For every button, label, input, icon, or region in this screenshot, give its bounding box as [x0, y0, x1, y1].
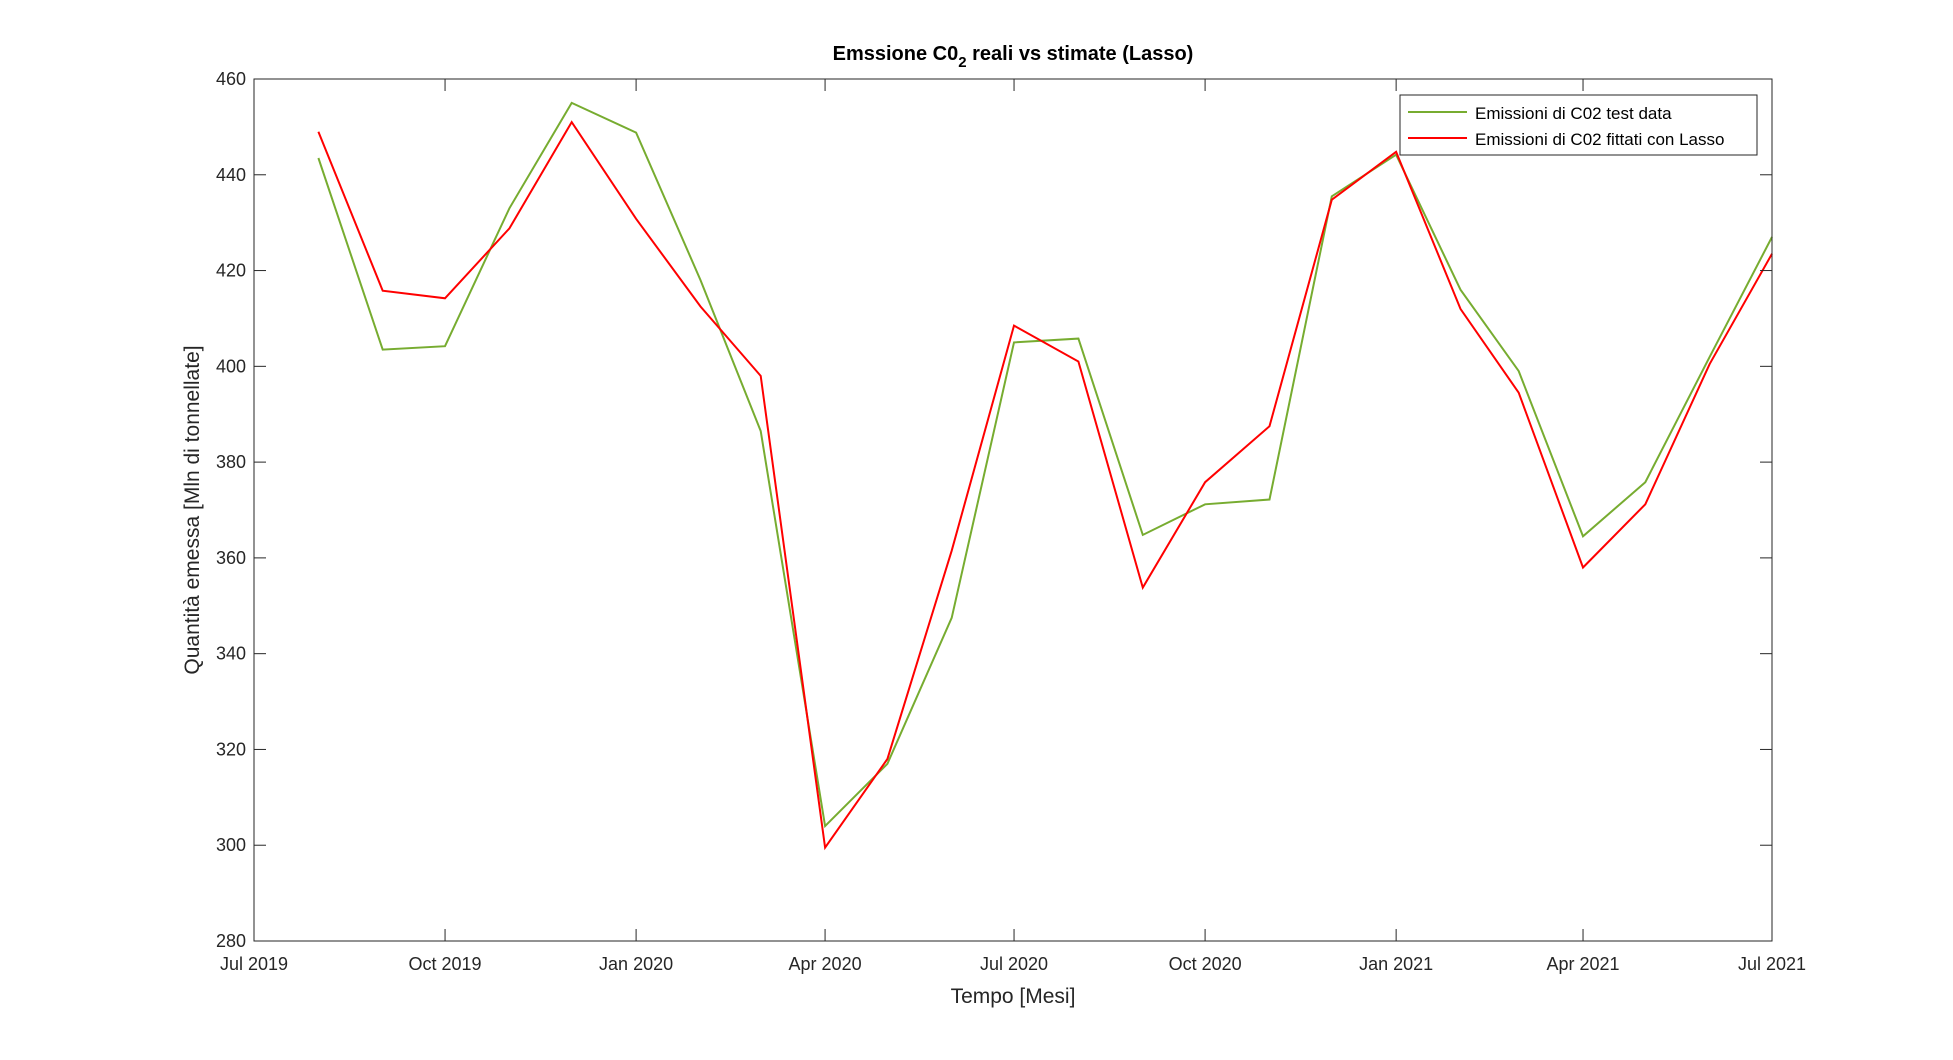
series-layer [317, 101, 1773, 851]
chart-title-rest: reali vs stimate (Lasso) [967, 43, 1194, 65]
x-tick-label: Oct 2020 [1169, 954, 1242, 974]
series-line-lasso [317, 120, 1773, 851]
y-tick-label: 360 [216, 548, 246, 568]
y-tick-label: 420 [216, 261, 246, 281]
x-tick-label: Jan 2020 [599, 954, 673, 974]
y-tick-label: 440 [216, 165, 246, 185]
y-tick-label: 460 [216, 69, 246, 89]
y-tick-label: 400 [216, 356, 246, 376]
x-tick-label: Apr 2021 [1546, 954, 1619, 974]
x-tick-label: Jul 2021 [1738, 954, 1806, 974]
x-tick-label: Oct 2019 [409, 954, 482, 974]
legend: Emissioni di C02 test data Emissioni di … [1399, 94, 1758, 156]
legend-label-lasso: Emissioni di C02 fittati con Lasso [1475, 130, 1724, 149]
y-tick-label: 340 [216, 644, 246, 664]
x-tick-label: Jul 2020 [980, 954, 1048, 974]
chart-title-subscript: 2 [958, 54, 966, 71]
plot-area [254, 79, 1772, 941]
axes-box [253, 78, 1773, 942]
series-line-test-data [317, 101, 1773, 829]
y-tick-label: 280 [216, 931, 246, 951]
y-tick-label: 380 [216, 452, 246, 472]
chart-title: Emssione C02 reali vs stimate (Lasso) [833, 43, 1194, 71]
legend-box [1399, 94, 1758, 156]
x-tick-label: Jan 2021 [1359, 954, 1433, 974]
x-axis-label: Tempo [Mesi] [951, 985, 1076, 1008]
chart-title-main: Emssione C0 [833, 43, 959, 65]
ticks-layer: 280 300 320 340 360 380 400 420 440 460 Jul 2019 Oc… [216, 69, 1806, 974]
x-tick-label: Jul 2019 [220, 954, 288, 974]
x-tick-label: Apr 2020 [789, 954, 862, 974]
y-axis-label: Quantità emessa [Mln di tonnellate] [181, 345, 204, 674]
y-tick-label: 320 [216, 739, 246, 759]
legend-label-test-data: Emissioni di C02 test data [1475, 104, 1672, 123]
y-tick-label: 300 [216, 835, 246, 855]
